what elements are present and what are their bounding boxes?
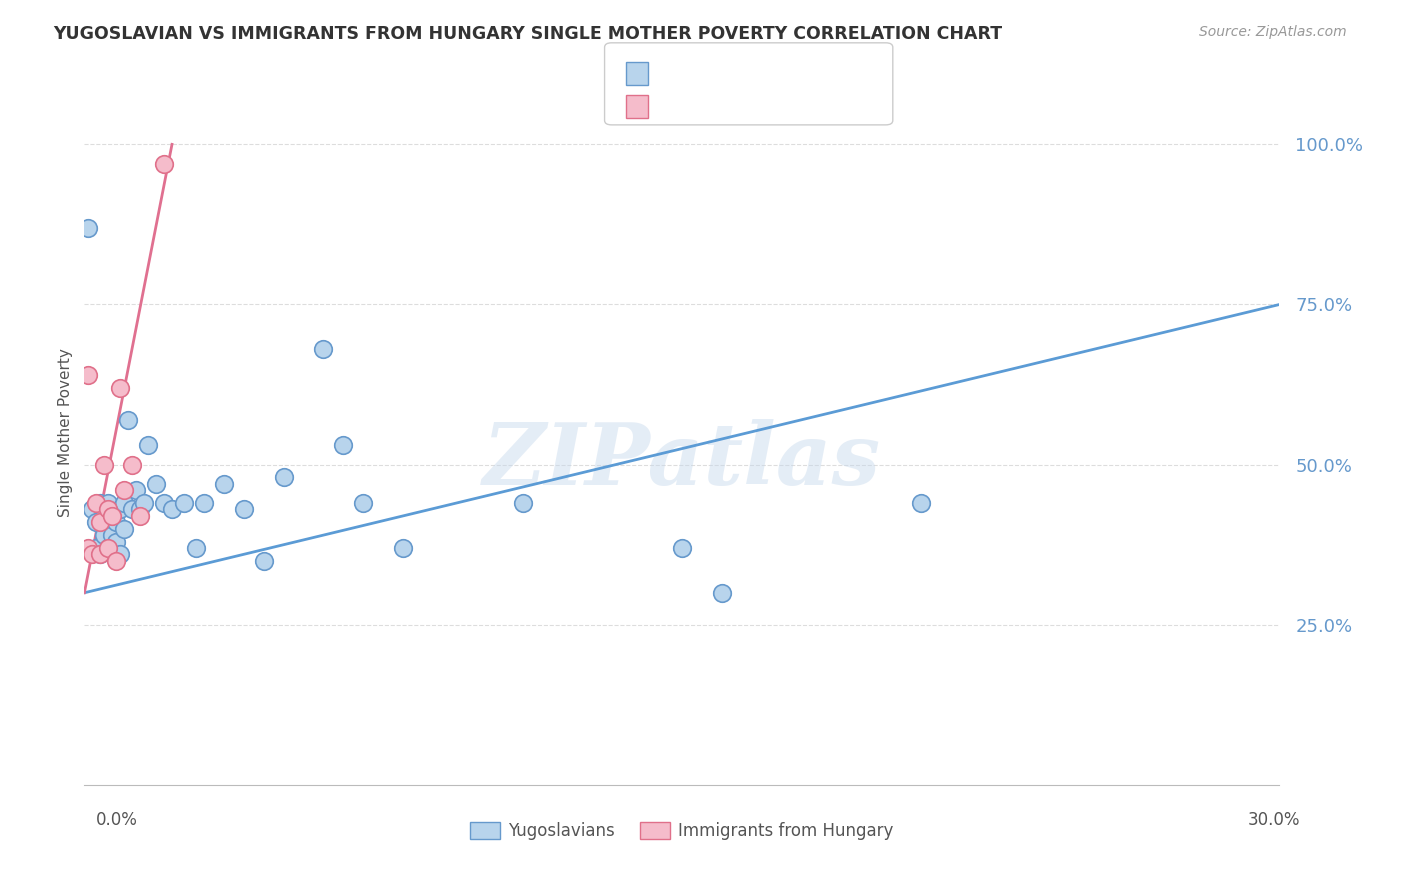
- Point: [193, 496, 215, 510]
- Point: [184, 541, 207, 555]
- Point: [97, 541, 120, 555]
- Point: [89, 516, 111, 530]
- Point: [273, 470, 295, 484]
- Point: [89, 547, 111, 561]
- Point: [112, 483, 135, 498]
- Point: [77, 368, 100, 382]
- Point: [910, 496, 932, 510]
- Point: [101, 508, 124, 523]
- Point: [86, 516, 108, 530]
- Point: [145, 476, 167, 491]
- Point: [671, 541, 693, 555]
- Point: [173, 496, 195, 510]
- Point: [97, 541, 120, 555]
- Point: [89, 547, 111, 561]
- Text: 0.0%: 0.0%: [96, 811, 138, 829]
- Text: YUGOSLAVIAN VS IMMIGRANTS FROM HUNGARY SINGLE MOTHER POVERTY CORRELATION CHART: YUGOSLAVIAN VS IMMIGRANTS FROM HUNGARY S…: [53, 25, 1002, 43]
- Text: R =  0.750: R = 0.750: [658, 98, 754, 116]
- Point: [160, 502, 183, 516]
- Point: [93, 502, 115, 516]
- Point: [93, 458, 115, 472]
- Point: [77, 541, 100, 555]
- Legend: Yugoslavians, Immigrants from Hungary: Yugoslavians, Immigrants from Hungary: [464, 815, 900, 847]
- Point: [110, 502, 132, 516]
- Point: [110, 547, 132, 561]
- Point: [132, 496, 156, 510]
- Point: [253, 554, 276, 568]
- Point: [97, 502, 120, 516]
- Point: [82, 502, 104, 516]
- Point: [101, 508, 124, 523]
- Point: [232, 502, 254, 516]
- Y-axis label: Single Mother Poverty: Single Mother Poverty: [58, 348, 73, 517]
- Point: [86, 496, 108, 510]
- Point: [101, 528, 124, 542]
- Point: [512, 496, 534, 510]
- Point: [82, 547, 104, 561]
- Point: [352, 496, 374, 510]
- Point: [117, 413, 139, 427]
- Point: [97, 496, 120, 510]
- Point: [312, 343, 335, 357]
- Point: [77, 220, 100, 235]
- Text: 30.0%: 30.0%: [1249, 811, 1301, 829]
- Text: Source: ZipAtlas.com: Source: ZipAtlas.com: [1199, 25, 1347, 39]
- Point: [86, 541, 108, 555]
- Point: [105, 516, 128, 530]
- Point: [112, 522, 135, 536]
- Point: [392, 541, 415, 555]
- Point: [105, 554, 128, 568]
- Point: [136, 438, 159, 452]
- Point: [110, 381, 132, 395]
- Point: [125, 483, 148, 498]
- Text: N = 16: N = 16: [792, 98, 859, 116]
- Text: R =  0.412: R = 0.412: [658, 65, 754, 83]
- Point: [93, 528, 115, 542]
- Text: ZIPatlas: ZIPatlas: [482, 419, 882, 502]
- Point: [89, 496, 111, 510]
- Point: [129, 502, 152, 516]
- Point: [105, 534, 128, 549]
- Point: [121, 458, 143, 472]
- Point: [112, 496, 135, 510]
- Point: [710, 586, 733, 600]
- Point: [121, 502, 143, 516]
- Text: N = 42: N = 42: [792, 65, 859, 83]
- Point: [332, 438, 354, 452]
- Point: [212, 476, 235, 491]
- Point: [153, 156, 176, 170]
- Point: [129, 508, 152, 523]
- Point: [153, 496, 176, 510]
